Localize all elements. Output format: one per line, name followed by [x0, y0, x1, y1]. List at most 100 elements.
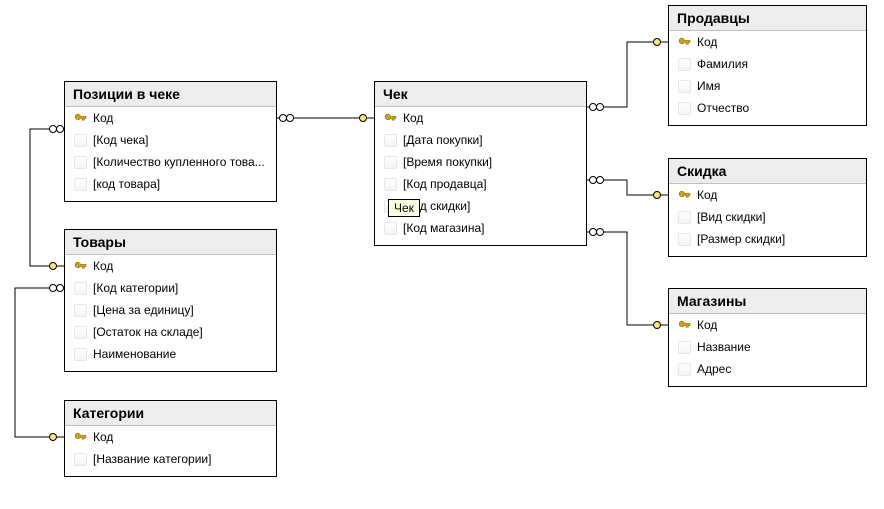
field-label: [Остаток на складе]	[93, 325, 203, 339]
field-label: Имя	[697, 79, 720, 93]
field-label: Код	[697, 318, 717, 332]
field-label: Адрес	[697, 362, 731, 376]
table-field[interactable]: Имя	[669, 75, 866, 97]
table-header[interactable]: Чек	[375, 82, 586, 107]
field-label: [Время покупки]	[403, 155, 492, 169]
field-icon	[73, 303, 87, 317]
field-label: [код товара]	[93, 177, 160, 191]
table-field[interactable]: [Время покупки]	[375, 151, 586, 173]
field-label: [Код продавца]	[403, 177, 487, 191]
table-field-key[interactable]: Код	[65, 255, 276, 277]
field-label: Название	[697, 340, 751, 354]
field-label: [Размер скидки]	[697, 232, 785, 246]
key-icon	[73, 430, 87, 444]
field-label: [Название категории]	[93, 452, 211, 466]
table-field[interactable]: [Дата покупки]	[375, 129, 586, 151]
relationship-key-icon	[49, 433, 57, 441]
field-icon	[677, 79, 691, 93]
table-field[interactable]: [Код категории]	[65, 277, 276, 299]
relationship-key-icon	[49, 262, 57, 270]
cardinality-many-icon	[596, 176, 604, 184]
field-icon	[383, 177, 397, 191]
table-categories[interactable]: Категории Код [Название категории]	[64, 400, 277, 477]
key-icon	[677, 188, 691, 202]
table-field[interactable]: [код товара]	[65, 173, 276, 195]
table-shops[interactable]: Магазины Код Название Адрес	[668, 288, 867, 387]
field-label: [Количество купленного това...	[93, 155, 265, 169]
field-icon	[73, 281, 87, 295]
table-field-key[interactable]: Код	[669, 314, 866, 336]
field-label: Код	[93, 111, 113, 125]
table-field[interactable]: [Вид скидки]	[669, 206, 866, 228]
field-icon	[677, 232, 691, 246]
table-header[interactable]: Скидка	[669, 159, 866, 184]
field-label: Наименование	[93, 347, 176, 361]
table-discount[interactable]: Скидка Код [Вид скидки] [Размер скидки]	[668, 158, 867, 257]
field-icon	[73, 155, 87, 169]
field-label: [Цена за единицу]	[93, 303, 194, 317]
field-icon	[677, 340, 691, 354]
table-fields: Код [Вид скидки] [Размер скидки]	[669, 184, 866, 256]
key-icon	[73, 111, 87, 125]
tooltip: Чек	[388, 199, 420, 217]
table-field-key[interactable]: Код	[375, 107, 586, 129]
table-field[interactable]: [Размер скидки]	[669, 228, 866, 250]
field-icon	[73, 133, 87, 147]
cardinality-many-icon	[56, 284, 64, 292]
table-goods[interactable]: Товары Код [Код категории] [Цена за един…	[64, 229, 277, 372]
table-fields: Код [Дата покупки] [Время покупки] [Код …	[375, 107, 586, 245]
table-header[interactable]: Позиции в чеке	[65, 82, 276, 107]
field-label: Код	[697, 35, 717, 49]
table-header[interactable]: Продавцы	[669, 6, 866, 31]
cardinality-many-icon	[596, 103, 604, 111]
field-label: Фамилия	[697, 57, 748, 71]
field-label: Код	[93, 430, 113, 444]
table-check[interactable]: Чек Код [Дата покупки] [Время покупки] […	[374, 81, 587, 246]
table-field-key[interactable]: Код	[669, 31, 866, 53]
field-icon	[677, 210, 691, 224]
table-field[interactable]: [Код продавца]	[375, 173, 586, 195]
table-sellers[interactable]: Продавцы Код Фамилия Имя Отчество	[668, 5, 867, 126]
table-header[interactable]: Категории	[65, 401, 276, 426]
table-field[interactable]: [Код магазина]	[375, 217, 586, 239]
field-icon	[677, 101, 691, 115]
field-label: Код	[697, 188, 717, 202]
table-field[interactable]: [Код чека]	[65, 129, 276, 151]
table-field[interactable]: Наименование	[65, 343, 276, 365]
table-field[interactable]: Название	[669, 336, 866, 358]
field-icon	[383, 155, 397, 169]
relationship-key-icon	[653, 321, 661, 329]
field-icon	[73, 325, 87, 339]
field-label: [Код категории]	[93, 281, 178, 295]
field-icon	[677, 57, 691, 71]
table-field-key[interactable]: Код	[65, 107, 276, 129]
table-field[interactable]: [Название категории]	[65, 448, 276, 470]
key-icon	[677, 318, 691, 332]
table-header[interactable]: Товары	[65, 230, 276, 255]
table-fields: Код [Код чека] [Количество купленного то…	[65, 107, 276, 201]
cardinality-many-icon	[286, 114, 294, 122]
key-icon	[677, 35, 691, 49]
cardinality-many-icon	[56, 125, 64, 133]
field-icon	[383, 221, 397, 235]
table-header[interactable]: Магазины	[669, 289, 866, 314]
field-icon	[73, 347, 87, 361]
field-label: [Код чека]	[93, 133, 149, 147]
field-icon	[73, 177, 87, 191]
field-label: Код	[93, 259, 113, 273]
table-fields: Код [Название категории]	[65, 426, 276, 476]
table-field[interactable]: Адрес	[669, 358, 866, 380]
table-field-key[interactable]: Код	[65, 426, 276, 448]
field-icon	[383, 133, 397, 147]
table-field[interactable]: [Остаток на складе]	[65, 321, 276, 343]
table-field[interactable]: Отчество	[669, 97, 866, 119]
field-icon	[73, 452, 87, 466]
table-field[interactable]: [Цена за единицу]	[65, 299, 276, 321]
field-label: [Дата покупки]	[403, 133, 483, 147]
table-field[interactable]: Фамилия	[669, 53, 866, 75]
field-label: Код	[403, 111, 423, 125]
table-field[interactable]: [Количество купленного това...	[65, 151, 276, 173]
table-field-key[interactable]: Код	[669, 184, 866, 206]
table-positions[interactable]: Позиции в чеке Код [Код чека] [Количеств…	[64, 81, 277, 202]
cardinality-many-icon	[596, 228, 604, 236]
